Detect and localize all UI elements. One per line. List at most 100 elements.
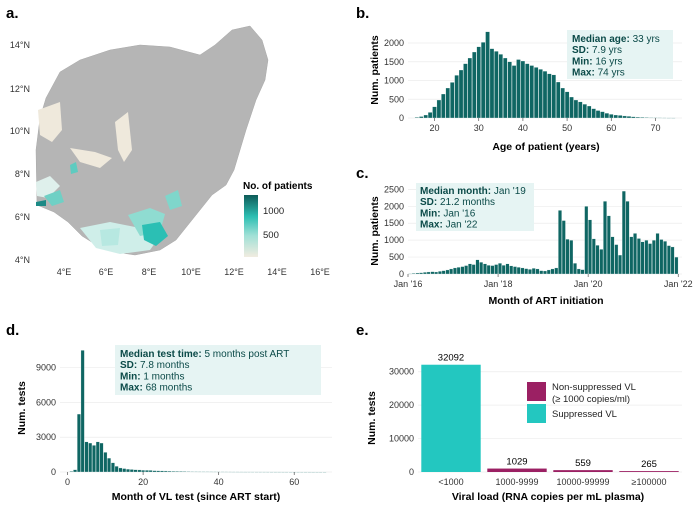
vl-test-stats-box [115,345,321,395]
vl-test-bar [88,442,93,473]
vl-test-bar [258,471,263,473]
art-x-tick-label: Jan '20 [574,279,603,289]
art-bar [479,262,484,275]
art-bar [621,190,626,275]
vl-test-bar [205,471,210,473]
vl-test-bar [250,471,255,473]
map-lon-tick-label: 16°E [310,267,330,277]
art-bar [516,267,521,275]
map-region-pale [115,112,132,162]
map-panel: 14°N 12°N 10°N 8°N 6°N 4°N 4°E 6°E 8°E 10°E 12°E 1… [10,25,330,277]
art-bar [636,238,641,275]
vl-test-bar [186,471,191,473]
age-bar [564,91,570,119]
art-bar [554,267,559,275]
viral-load-bar [487,468,547,472]
vl-test-bar [224,471,229,473]
art-y-axis-label: Num. patients [369,196,381,266]
vl-test-bar [322,471,327,473]
art-bar [408,273,412,275]
vl-test-bar [179,471,183,473]
vl-test-stat-label: Median test time: [120,349,204,360]
art-bar [588,219,592,275]
age-bar [640,117,645,119]
age-bar [485,31,490,119]
age-bar [600,111,605,119]
age-bar [626,116,632,119]
age-bar [511,65,517,119]
art-stat-value: 21.2 months [440,197,495,208]
vl-test-bar [220,471,225,473]
age-bar [533,67,539,119]
vl-test-bar [277,471,281,473]
viral-load-y-tick-label: 10000 [389,434,414,444]
age-bar [542,70,548,119]
vl-test-bar [281,471,285,473]
vl-test-x-tick-label: 40 [214,477,224,487]
age-stat-line: Max: 74 yrs [572,68,625,79]
map-region-medium [44,190,64,206]
age-bar [480,42,486,119]
art-bar [445,269,450,275]
art-stat-label: SD: [420,197,440,208]
age-x-tick-label: 40 [518,123,528,133]
vl-test-stat-value: 68 months [146,383,193,394]
art-bar [595,245,600,275]
age-stats-box [567,30,673,79]
art-bar [614,244,619,275]
viral-load-x-tick-label: 1000-9999 [495,477,538,487]
art-bar [449,268,454,275]
art-y-tick-label: 0 [399,269,404,279]
vl-test-bar [247,471,251,473]
age-bar [423,114,428,119]
age-bar [631,116,636,119]
viral-load-y-tick-label: 0 [409,467,414,477]
art-bar [490,265,495,275]
art-bar [438,271,442,275]
art-bar [441,270,446,275]
age-bar [467,57,473,119]
art-bar [543,270,547,275]
vl-test-bar [307,471,312,473]
age-bar [635,116,640,119]
viral-load-bar [619,471,679,472]
art-stat-line: Max: Jan '22 [420,220,478,231]
age-x-tick-label: 50 [562,123,572,133]
vl-test-bar [243,471,247,473]
age-bar [648,117,654,119]
vl-test-bar [99,442,104,473]
art-bar [524,268,529,275]
art-bar [599,249,604,275]
age-bar [595,110,601,119]
age-bar [587,105,592,119]
vl-test-histogram-panel: 0 3000 6000 9000 0 20 40 60 Num. tests Month o… [16,345,332,503]
art-bar [640,241,645,275]
age-bar [489,48,495,119]
viral-load-x-tick-label: 10000-99999 [556,477,609,487]
legend-label-non-suppressed: Non-suppressed VL [552,382,636,393]
vl-test-bar [156,470,161,473]
art-bar [535,268,540,275]
vl-test-y-tick-label: 0 [51,467,56,477]
art-bar [550,268,555,275]
art-stat-line: SD: 21.2 months [420,197,495,208]
age-bar [458,69,464,119]
vl-test-bar [182,471,187,473]
art-bar [426,271,431,275]
vl-test-bar [69,471,74,473]
age-bar [622,115,627,119]
vl-test-stat-label: Max: [120,383,146,394]
vl-test-stat-line: Min: 1 months [120,371,184,382]
art-stat-label: Min: [420,208,443,219]
age-bar [472,51,477,119]
art-bar [651,240,656,275]
age-bar [613,114,618,119]
age-bar [441,93,446,119]
age-bar [445,87,450,119]
map-lon-tick-label: 6°E [99,267,114,277]
art-stat-line: Median month: Jan '19 [420,186,526,197]
art-y-tick-label: 2500 [384,184,404,194]
art-bar [558,210,562,275]
map-legend-title: No. of patients [243,181,313,192]
vl-test-bar [311,471,315,473]
